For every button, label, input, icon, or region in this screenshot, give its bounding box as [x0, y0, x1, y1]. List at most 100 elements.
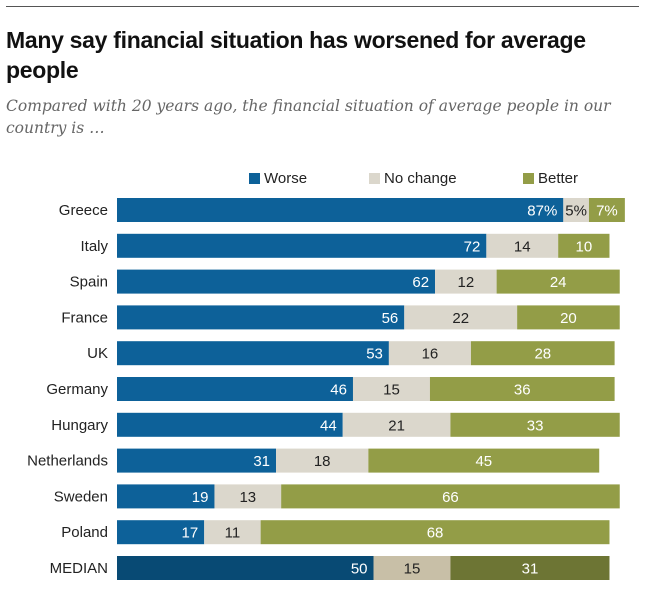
data-label-worse: 87% — [527, 203, 557, 220]
bar-segment-worse — [117, 556, 374, 580]
data-label-no-change: 5% — [565, 203, 587, 220]
top-rule — [6, 6, 639, 7]
legend: Worse No change Better — [0, 170, 649, 190]
bar-segment-no-change — [486, 233, 559, 258]
data-label-better: 20 — [560, 310, 577, 327]
data-label-better: 28 — [534, 346, 551, 363]
bar-row-france: France 56 22 20 — [61, 305, 620, 330]
data-label-worse: 17 — [182, 525, 199, 542]
bar-segment-better — [470, 341, 615, 366]
data-label-better: 7% — [596, 203, 618, 220]
bar-segment-worse — [117, 198, 564, 222]
data-label-no-change: 13 — [239, 489, 256, 506]
legend-swatch-worse — [249, 173, 260, 184]
bar-segment-no-change — [435, 269, 497, 294]
category-label: Hungary — [51, 417, 108, 434]
bar-segment-no-change — [204, 520, 261, 545]
data-label-better: 10 — [575, 238, 592, 255]
data-label-worse: 50 — [351, 561, 368, 578]
bar-segment-better — [281, 484, 620, 509]
bar-segment-better — [588, 198, 625, 222]
bar-segment-worse — [117, 377, 353, 401]
bar-segment-no-change — [214, 484, 282, 509]
legend-swatch-no-change — [369, 173, 380, 184]
data-label-worse: 44 — [320, 417, 337, 434]
bar-segment-worse — [117, 233, 487, 258]
legend-label-no-change: No change — [384, 170, 457, 187]
bar-segment-better — [429, 377, 615, 401]
bar-segment-better — [450, 412, 620, 437]
data-label-better: 36 — [514, 382, 531, 399]
bar-row-italy: Italy 72 14 10 — [80, 233, 610, 258]
bar-segment-better — [517, 305, 620, 330]
legend-item-worse: Worse — [249, 170, 307, 187]
legend-label-better: Better — [538, 170, 579, 187]
category-label: MEDIAN — [50, 560, 108, 577]
data-label-worse: 62 — [412, 274, 429, 291]
bar-segment-no-change — [388, 341, 471, 366]
category-label: Sweden — [54, 488, 108, 505]
bar-segment-worse — [117, 341, 389, 366]
category-label: Italy — [80, 238, 108, 255]
bar-segment-worse — [117, 484, 215, 509]
category-label: UK — [87, 345, 108, 362]
bar-segment-better — [260, 520, 610, 545]
legend-item-better: Better — [523, 170, 578, 187]
bar-segment-better — [558, 233, 610, 258]
data-label-better: 24 — [550, 274, 567, 291]
category-label: Germany — [46, 381, 108, 398]
bar-segment-no-change — [404, 305, 518, 330]
category-label: Poland — [61, 524, 108, 541]
data-label-better: 33 — [527, 417, 544, 434]
bar-segment-better — [450, 556, 610, 580]
bar-row-sweden: Sweden 19 13 66 — [54, 484, 620, 509]
bar-segment-worse — [117, 305, 405, 330]
bar-segment-no-change — [373, 556, 451, 580]
bar-row-hungary: Hungary 44 21 33 — [51, 412, 620, 437]
bar-row-greece: Greece 87% 5% 7% — [59, 198, 625, 222]
data-label-no-change: 18 — [314, 453, 331, 470]
chart-subtitle: Compared with 20 years ago, the financia… — [6, 97, 611, 137]
bar-row-poland: Poland 17 11 68 — [61, 520, 610, 545]
category-label: France — [61, 309, 108, 326]
bar-row-median: MEDIAN 50 15 31 — [50, 556, 610, 580]
data-label-no-change: 22 — [452, 310, 469, 327]
data-label-worse: 46 — [330, 382, 347, 399]
bar-segment-no-change — [276, 448, 369, 473]
bar-segment-worse — [117, 448, 277, 473]
chart-title: Many say financial situation has worsene… — [6, 27, 586, 83]
data-label-no-change: 12 — [457, 274, 474, 291]
legend-item-no-change: No change — [369, 170, 457, 187]
data-label-no-change: 15 — [383, 382, 400, 399]
bar-segment-no-change — [563, 198, 589, 222]
bar-row-netherlands: Netherlands 31 18 45 — [27, 448, 600, 473]
bar-segment-worse — [117, 520, 205, 545]
data-label-no-change: 21 — [388, 417, 405, 434]
data-label-better: 45 — [475, 453, 492, 470]
bar-row-spain: Spain 62 12 24 — [70, 269, 620, 294]
data-label-no-change: 15 — [404, 561, 421, 578]
bar-segment-better — [496, 269, 620, 294]
bar-segment-no-change — [342, 412, 451, 437]
data-label-worse: 72 — [464, 238, 481, 255]
data-label-worse: 31 — [253, 453, 270, 470]
bar-segment-better — [368, 448, 600, 473]
bar-row-uk: UK 53 16 28 — [87, 341, 615, 366]
category-label: Netherlands — [27, 453, 108, 470]
legend-label-worse: Worse — [264, 170, 308, 187]
data-label-worse: 19 — [192, 489, 209, 506]
data-label-worse: 53 — [366, 346, 383, 363]
data-label-no-change: 11 — [225, 525, 241, 542]
bar-row-germany: Germany 46 15 36 — [46, 377, 615, 401]
category-label: Greece — [59, 202, 108, 219]
category-label: Spain — [70, 274, 108, 291]
data-label-better: 66 — [442, 489, 459, 506]
data-label-no-change: 16 — [422, 346, 439, 363]
bar-segment-worse — [117, 412, 343, 437]
data-label-worse: 56 — [382, 310, 399, 327]
bar-segment-no-change — [352, 377, 430, 401]
bar-segment-worse — [117, 269, 436, 294]
data-label-better: 31 — [522, 561, 539, 578]
legend-swatch-better — [523, 173, 534, 184]
